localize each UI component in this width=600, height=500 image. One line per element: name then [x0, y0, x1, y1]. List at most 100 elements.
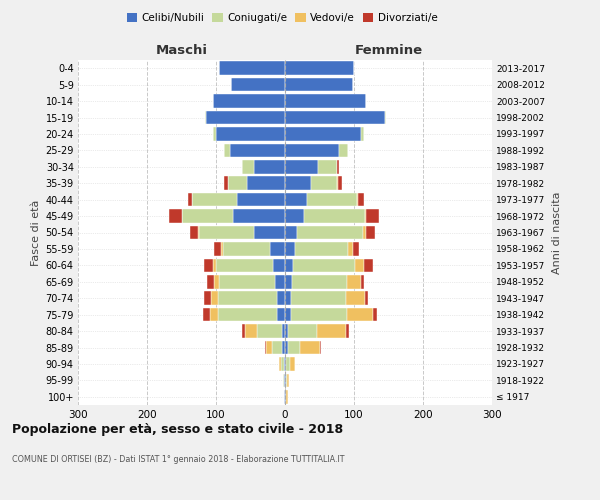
- Bar: [285, 193, 307, 206]
- Bar: [347, 308, 373, 322]
- Bar: [285, 111, 385, 124]
- Bar: [198, 226, 199, 239]
- Text: Popolazione per età, sesso e stato civile - 2018: Popolazione per età, sesso e stato civil…: [12, 422, 343, 436]
- Bar: [286, 390, 288, 404]
- Bar: [287, 374, 289, 387]
- Bar: [366, 226, 376, 239]
- Bar: [286, 357, 290, 370]
- Bar: [230, 144, 285, 157]
- Bar: [353, 242, 359, 256]
- Bar: [358, 193, 364, 206]
- Bar: [285, 94, 367, 108]
- Bar: [339, 144, 349, 157]
- Bar: [285, 390, 286, 404]
- Bar: [290, 308, 347, 322]
- Bar: [192, 193, 236, 206]
- Bar: [285, 341, 288, 354]
- Bar: [207, 275, 214, 288]
- Bar: [247, 176, 285, 190]
- Bar: [349, 242, 353, 256]
- Bar: [218, 308, 277, 322]
- Bar: [242, 324, 245, 338]
- Bar: [272, 341, 282, 354]
- Bar: [373, 308, 377, 322]
- Bar: [337, 160, 339, 173]
- Bar: [284, 357, 285, 370]
- Bar: [221, 242, 223, 256]
- Bar: [307, 193, 357, 206]
- Bar: [206, 111, 285, 124]
- Bar: [265, 341, 266, 354]
- Bar: [286, 374, 287, 387]
- Bar: [285, 258, 293, 272]
- Bar: [320, 341, 321, 354]
- Bar: [236, 193, 285, 206]
- Bar: [285, 210, 304, 223]
- Bar: [182, 210, 233, 223]
- Bar: [290, 357, 295, 370]
- Bar: [218, 292, 277, 305]
- Bar: [213, 258, 216, 272]
- Bar: [293, 258, 355, 272]
- Bar: [216, 127, 285, 140]
- Bar: [219, 275, 275, 288]
- Bar: [285, 275, 292, 288]
- Bar: [285, 226, 298, 239]
- Bar: [385, 111, 386, 124]
- Bar: [357, 193, 358, 206]
- Bar: [266, 341, 272, 354]
- Bar: [290, 292, 346, 305]
- Bar: [224, 144, 230, 157]
- Bar: [282, 341, 285, 354]
- Bar: [285, 324, 289, 338]
- Bar: [254, 160, 285, 173]
- Bar: [338, 176, 341, 190]
- Bar: [285, 62, 354, 75]
- Bar: [228, 176, 247, 190]
- Bar: [203, 258, 213, 272]
- Bar: [242, 160, 254, 173]
- Bar: [275, 275, 285, 288]
- Bar: [361, 275, 364, 288]
- Bar: [272, 258, 285, 272]
- Bar: [281, 357, 284, 370]
- Bar: [284, 390, 285, 404]
- Text: Maschi: Maschi: [155, 44, 208, 57]
- Bar: [337, 176, 338, 190]
- Bar: [210, 308, 218, 322]
- Bar: [216, 258, 272, 272]
- Bar: [280, 357, 281, 370]
- Bar: [285, 308, 290, 322]
- Bar: [355, 258, 364, 272]
- Bar: [224, 176, 228, 190]
- Bar: [361, 127, 364, 140]
- Bar: [311, 176, 337, 190]
- Bar: [367, 210, 379, 223]
- Bar: [363, 226, 366, 239]
- Bar: [211, 292, 218, 305]
- Bar: [304, 210, 365, 223]
- Bar: [199, 226, 254, 239]
- Bar: [285, 374, 286, 387]
- Y-axis label: Anni di nascita: Anni di nascita: [553, 191, 562, 274]
- Bar: [214, 275, 219, 288]
- Bar: [285, 78, 353, 92]
- Bar: [284, 374, 285, 387]
- Bar: [285, 127, 361, 140]
- Bar: [254, 226, 285, 239]
- Bar: [190, 226, 198, 239]
- Bar: [223, 242, 270, 256]
- Bar: [300, 341, 320, 354]
- Bar: [204, 292, 211, 305]
- Bar: [364, 258, 373, 272]
- Bar: [346, 324, 349, 338]
- Bar: [318, 160, 337, 173]
- Bar: [214, 242, 221, 256]
- Bar: [288, 341, 300, 354]
- Bar: [169, 210, 182, 223]
- Bar: [365, 292, 368, 305]
- Bar: [285, 292, 290, 305]
- Bar: [270, 242, 285, 256]
- Bar: [285, 160, 318, 173]
- Bar: [292, 275, 347, 288]
